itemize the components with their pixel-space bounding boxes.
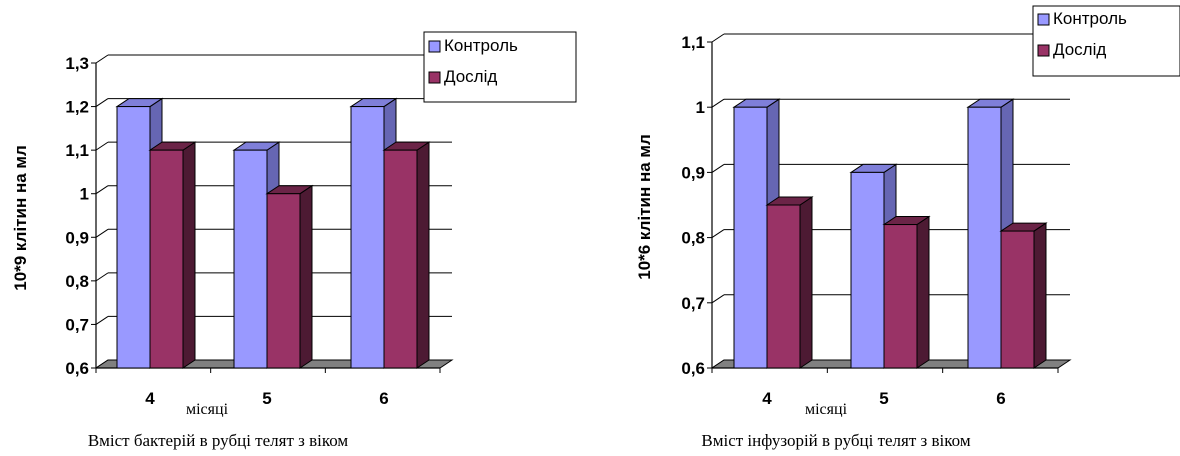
x-category-label: 4 [145,389,155,408]
legend-swatch [428,71,441,84]
bar-experiment-4 [765,196,814,369]
x-category-label: 5 [262,389,271,408]
grid-diagonal [95,185,109,195]
y-tick-label: 0,8 [65,272,89,291]
bar-experiment-6 [382,141,431,369]
y-tick-label: 1,1 [681,33,705,52]
legend-label: Дослід [444,67,497,86]
legend-label: Контроль [444,36,518,55]
bar-front [850,171,885,369]
y-tick-label: 0,9 [681,163,705,182]
grid-diagonal [711,98,725,108]
y-tick-label: 0,7 [65,315,89,334]
y-tick-label: 0,6 [65,359,89,378]
grid-diagonal [711,33,725,43]
grid-diagonal [711,163,725,173]
legend-swatch [428,40,441,53]
x-category-label: 6 [379,389,388,408]
bar-front [766,204,801,369]
bar-front [733,106,768,369]
chart-2: 0,6 0,7 0,8 0,9 1 1,1 4 5 6 місяці 10*6 клітин на … [635,5,1180,450]
y-tick-label: 1 [696,98,705,117]
bar-side [916,215,930,369]
grid-diagonal [711,294,725,304]
bar-front [383,149,418,369]
bar-front [883,224,918,369]
bar-side [416,141,430,369]
bar-front [116,106,151,369]
grid-diagonal [95,272,109,282]
legend-box [423,31,577,103]
legend-swatch [1037,13,1050,26]
x-axis-label: місяці [186,401,229,418]
y-axis-label: 10*9 клітин на мл [11,145,30,291]
bar-front [266,193,301,369]
bar-side [182,141,196,369]
legend-swatch [1037,44,1050,57]
y-tick-label: 0,7 [681,294,705,313]
bar-experiment-5 [265,184,314,369]
grid-diagonal [95,54,109,64]
grid-diagonal [95,98,109,107]
bar-experiment-6 [999,222,1048,369]
y-axis-label: 10*6 клітин на мл [635,134,654,280]
legend: Контроль Дослід [1032,5,1180,77]
bar-front [149,149,184,369]
bar-experiment-4 [148,141,197,369]
legend-label: Дослід [1053,40,1106,59]
y-tick-label: 1,2 [65,98,89,117]
legend: Контроль Дослід [423,31,577,103]
chart-caption: Вміст бактерій в рубці телят з віком [88,431,349,450]
grid-diagonal [95,141,109,151]
grid-diagonal [711,229,725,239]
bar-experiment-5 [882,215,931,369]
bar-side [299,184,313,369]
x-category-label: 4 [762,389,772,408]
bar-front [967,106,1002,369]
chart-1: 0,6 0,7 0,8 0,9 1 1,1 1,2 1,3 4 5 6 місяці 10*9 кліт… [11,31,577,450]
bar-side [799,196,813,369]
grid-diagonal [95,228,109,238]
legend-label: Контроль [1053,9,1127,28]
y-tick-label: 0,8 [681,229,705,248]
y-tick-label: 1,3 [65,54,89,73]
x-axis-label: місяці [805,401,848,418]
x-category-label: 6 [996,389,1005,408]
y-tick-label: 0,9 [65,228,89,247]
y-tick-label: 1,1 [65,141,89,160]
x-category-label: 5 [879,389,888,408]
y-tick-label: 0,6 [681,359,705,378]
bar-front [350,106,385,369]
grid-diagonal [95,316,109,325]
bar-side [1033,222,1047,369]
legend-box [1032,5,1180,77]
y-tick-label: 1 [80,185,89,204]
chart-caption: Вміст інфузорій в рубці телят з віком [701,431,970,450]
bar-front [233,149,268,369]
bar-front [1000,230,1035,369]
